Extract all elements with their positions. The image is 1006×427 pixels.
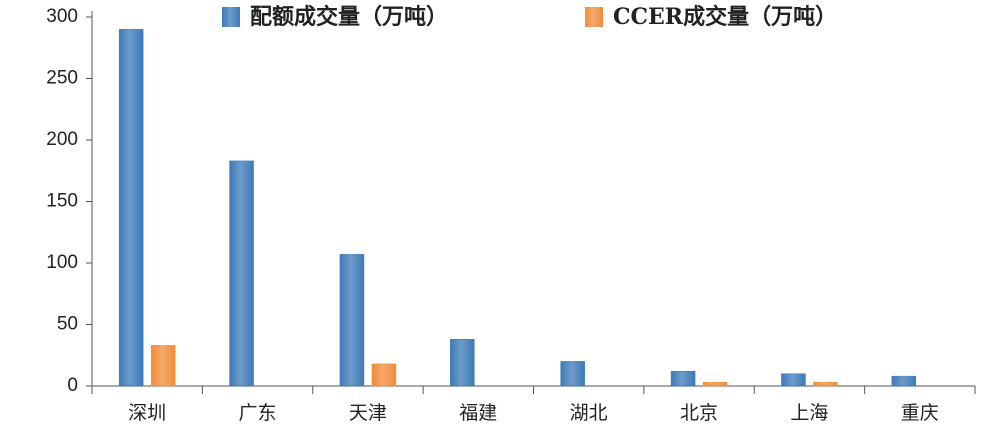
x-tick-label: 北京: [680, 402, 718, 424]
x-tick-label: 湖北: [570, 402, 608, 424]
y-tick-label: 150: [46, 191, 78, 212]
y-tick-label: 50: [57, 314, 78, 335]
legend-swatch: [585, 7, 603, 27]
x-tick-label: 天津: [349, 402, 387, 424]
y-tick-label: 200: [46, 129, 78, 150]
bar: [560, 361, 585, 387]
legend-label: 配额成交量（万吨）: [250, 4, 448, 30]
bar: [813, 382, 838, 387]
bar: [339, 254, 365, 387]
x-tick-label: 重庆: [901, 402, 939, 424]
bar: [118, 29, 144, 387]
y-tick-label: 100: [46, 252, 78, 273]
x-tick-label: 深圳: [128, 402, 166, 424]
bar: [891, 375, 917, 387]
legend-swatch: [222, 7, 240, 27]
y-tick-label: 300: [46, 6, 78, 27]
bar: [229, 160, 254, 387]
x-tick-label: 上海: [790, 402, 828, 424]
bar: [781, 373, 806, 387]
bar: [371, 363, 397, 387]
bar: [702, 382, 728, 387]
x-tick-label: 广东: [239, 402, 277, 424]
y-tick-label: 250: [46, 68, 78, 89]
bar: [150, 345, 176, 387]
bar: [670, 370, 696, 387]
legend-label: CCER成交量（万吨）: [613, 4, 837, 30]
bar: [450, 339, 475, 387]
y-tick-label: 0: [67, 375, 78, 396]
x-tick-label: 福建: [459, 402, 497, 424]
